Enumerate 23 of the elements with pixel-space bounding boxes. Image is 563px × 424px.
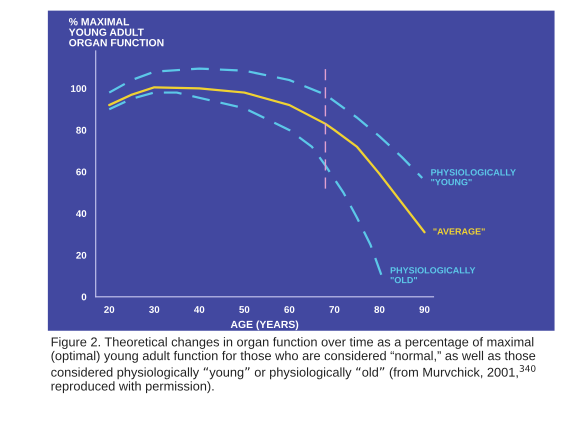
- x-tick-label: 30: [149, 306, 160, 313]
- y-tick-label: 20: [76, 252, 86, 259]
- y-tick-label: 40: [76, 210, 86, 218]
- line-series: [108, 91, 383, 278]
- line-series: [108, 86, 426, 234]
- y-axis-title: % MAXIMAL YOUNG ADULT ORGAN FUNCTION: [68, 18, 164, 46]
- x-tick-label: 80: [374, 306, 384, 313]
- y-tick-label: 80: [76, 126, 86, 134]
- x-tick-label: 50: [239, 306, 250, 313]
- series-label: PHYSIOLOGICALLY "OLD": [390, 267, 476, 284]
- x-tick-label: 90: [419, 306, 430, 313]
- y-tick-label: 0: [82, 294, 86, 300]
- x-tick-label: 20: [104, 306, 114, 313]
- x-axis-title: AGE (YEARS): [230, 320, 298, 330]
- x-tick-label: 70: [329, 306, 340, 313]
- y-tick-label: 100: [71, 85, 86, 92]
- x-tick-label: 40: [194, 306, 204, 313]
- y-tick-label: 60: [76, 168, 86, 176]
- text: Figure 2. Theoretical changes in organ function over time as a percentage of maximal (optimal) young adult function for those who are considered “normal,” as well as those considered physiologically “young” or physiologically “old” (from Murvchick, 2001,$^{340}$ reproduced with permission).: [51, 337, 536, 394]
- series-label: "AVERAGE": [433, 228, 485, 235]
- x-tick-label: 60: [284, 306, 294, 313]
- line-series: [108, 67, 424, 180]
- series-label: PHYSIOLOGICALLY "YOUNG": [431, 169, 516, 186]
